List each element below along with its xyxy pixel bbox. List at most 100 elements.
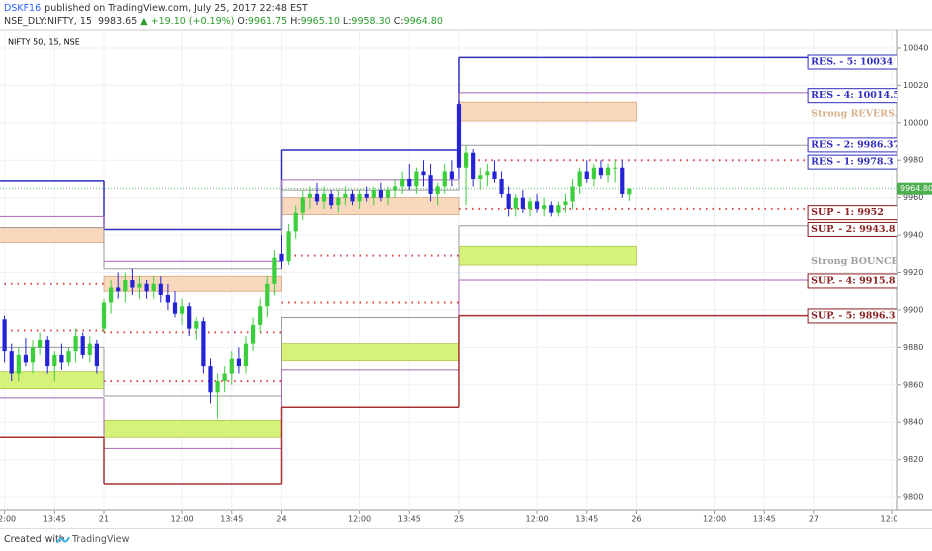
y-tick-label: 9980 (903, 156, 923, 165)
zone (281, 343, 460, 361)
x-tick-label: 12:00 (171, 515, 194, 524)
candle-body (30, 347, 36, 363)
y-tick-label: 9800 (903, 493, 923, 502)
candle-body (9, 351, 14, 374)
y-tick-label: 9840 (903, 418, 923, 427)
candle-body (442, 171, 447, 187)
annotation: RES - 1: 9978.3 (811, 157, 893, 168)
candle-body (151, 283, 156, 292)
candle-body (158, 283, 163, 295)
candle-body (258, 306, 263, 325)
candle-body (250, 324, 256, 344)
candle-body (492, 171, 497, 179)
candle-body (527, 201, 533, 209)
x-tick-label: 26 (631, 515, 641, 524)
author[interactable]: DSKF16 (4, 3, 42, 14)
annotation: SUP. - 4: 9915.8 (811, 275, 896, 286)
symbol: NSE_DLY:NIFTY, 15 (4, 16, 92, 27)
zone (0, 227, 105, 243)
candle-body (80, 336, 85, 355)
candle-body (627, 188, 632, 195)
candle-body (272, 257, 277, 284)
candle-body (116, 287, 121, 292)
candle-body (364, 193, 369, 198)
annotation-box (807, 54, 897, 70)
candle-body (300, 197, 305, 213)
candle-body (201, 321, 206, 367)
candle-body (66, 351, 71, 363)
annotation-box (807, 273, 897, 289)
candle-body (499, 178, 504, 194)
open: 9961.75 (247, 16, 288, 27)
candle-body (584, 171, 589, 179)
candle-body (187, 306, 192, 329)
candle-body (513, 197, 518, 209)
annotation: RES - 4: 10014.5 (811, 90, 900, 101)
zone (281, 197, 460, 215)
candle-body (265, 283, 270, 307)
candle-body (293, 212, 298, 232)
candle-body (605, 167, 611, 176)
annotation-box (807, 221, 897, 237)
x-tick-label: 13:45 (220, 515, 243, 524)
candle-body (52, 354, 57, 367)
annotation-box (807, 137, 897, 153)
candle-body (179, 306, 185, 314)
candle-body (87, 343, 92, 355)
candle-body (137, 283, 142, 288)
y-tick-label: 9860 (903, 380, 923, 389)
annotation: Strong BOUNCEL Zone, 9931 to 9921 (811, 256, 932, 267)
chart: RES. - 5: 10034 RES - 4: 10014.5 Strong RE… (0, 29, 932, 524)
candle-body (549, 205, 554, 213)
candle-body (123, 280, 128, 292)
candle-body (59, 354, 64, 363)
low: 9958.30 (351, 16, 391, 27)
annotation: Strong REVERSAL Zone, 9999 to 100097 (811, 109, 932, 120)
y-tick-label: 10020 (903, 81, 928, 90)
candle-body (45, 339, 50, 367)
candle-body (485, 171, 490, 176)
o-label: O: (237, 16, 248, 27)
x-tick-label: 12:00 (348, 515, 371, 524)
x-tick-label: 12:00 (880, 515, 903, 524)
candle-body (556, 205, 561, 213)
x-tick-label: 12:00 (526, 515, 549, 524)
candle-body (38, 339, 43, 348)
y-tick-label: 9920 (903, 268, 923, 277)
candle-body (194, 321, 199, 329)
c-label: C: (393, 16, 404, 27)
y-tick-label: 9900 (903, 305, 923, 314)
candle-body (215, 381, 220, 393)
candle-body (378, 190, 383, 198)
candle-body (392, 186, 398, 191)
y-tick-label: 9880 (903, 343, 923, 352)
y-tick-label: 10000 (903, 118, 928, 127)
candle-body (350, 193, 355, 202)
candle-body (144, 283, 149, 292)
candle-body (23, 354, 29, 363)
candle-body (314, 193, 320, 202)
brand: TradingView (72, 534, 130, 545)
candle-body (2, 319, 7, 352)
annotation-box (807, 88, 897, 104)
candle-body (329, 193, 334, 206)
annotation: RES - 2: 9986.37 (811, 139, 900, 150)
x-tick-label: 12:00 (703, 515, 726, 524)
candle-body (620, 167, 625, 194)
x-tick-label: 13:45 (43, 515, 66, 524)
x-tick-label: 21 (99, 515, 109, 524)
candle-body (542, 205, 547, 209)
candle-body (435, 186, 440, 194)
candle-body (456, 104, 462, 168)
candle-body (534, 201, 540, 209)
y-tick-label: 10040 (903, 43, 928, 52)
candle-body (307, 193, 312, 198)
candle-body (94, 343, 100, 367)
annotation-box (807, 308, 897, 324)
h-label: H: (290, 16, 301, 27)
x-tick-label: 27 (809, 515, 819, 524)
candle-body (400, 178, 405, 187)
candle-body (506, 193, 511, 209)
candle-body (172, 302, 178, 314)
candle-body (407, 178, 412, 187)
